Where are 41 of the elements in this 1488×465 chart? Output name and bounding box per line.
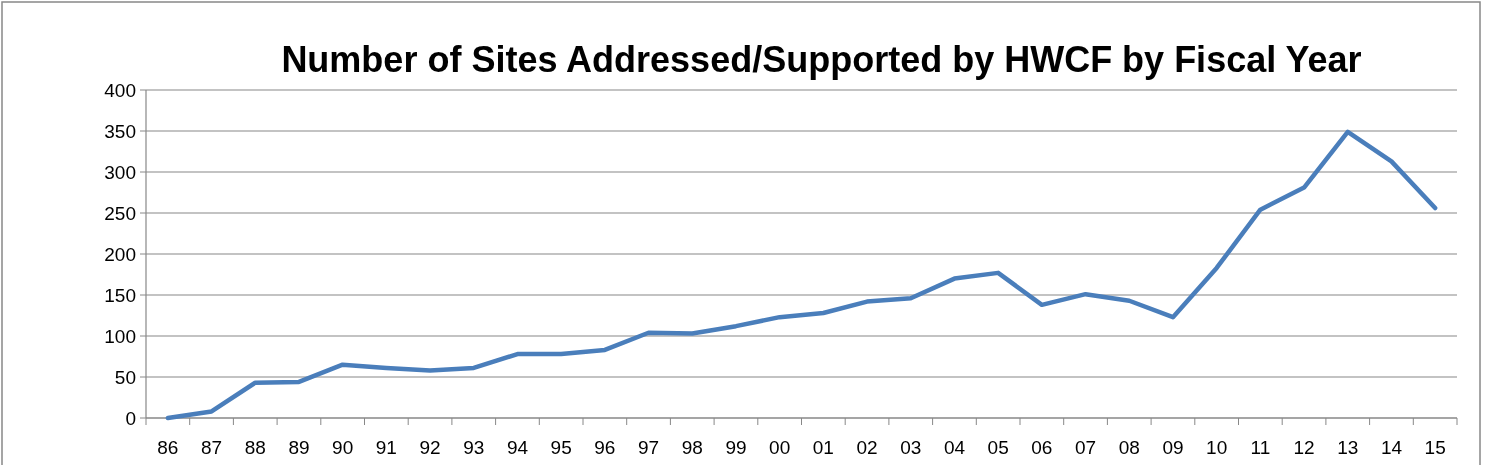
x-tick-label: 88	[244, 437, 266, 458]
x-tick-label: 06	[1031, 437, 1053, 458]
y-tick-label: 350	[104, 120, 136, 142]
x-tick-label: 03	[900, 437, 922, 458]
x-tick-label: 15	[1424, 437, 1446, 458]
x-tick-label: 11	[1250, 437, 1271, 458]
chart-title: Number of Sites Addressed/Supported by HWCF by Fiscal Year	[281, 39, 1362, 80]
y-tick-label: 250	[104, 202, 136, 224]
x-tick-label: 98	[681, 437, 703, 458]
x-tick-label: 09	[1162, 437, 1184, 458]
x-tick-label: 90	[332, 437, 354, 458]
x-tick-label: 87	[200, 437, 223, 458]
x-tick-label: 08	[1118, 437, 1140, 458]
x-tick-label: 86	[157, 437, 179, 458]
x-tick-label: 14	[1380, 437, 1403, 458]
y-tick-label: 0	[125, 407, 136, 429]
y-tick-label: 300	[104, 161, 136, 183]
y-tick-label: 150	[104, 284, 136, 306]
y-tick-label: 200	[104, 243, 136, 265]
x-tick-label: 07	[1074, 437, 1097, 458]
x-tick-label: 10	[1206, 437, 1228, 458]
x-tick-label: 95	[550, 437, 572, 458]
x-tick-label: 13	[1337, 437, 1359, 458]
x-tick-label: 99	[725, 437, 747, 458]
x-tick-label: 92	[419, 437, 441, 458]
x-tick-label: 00	[769, 437, 791, 458]
line-series	[165, 129, 1438, 421]
y-tick-label: 400	[104, 79, 136, 101]
y-tick-label: 100	[104, 325, 136, 347]
x-tick-label: 12	[1293, 437, 1315, 458]
x-tick-label: 02	[856, 437, 878, 458]
x-tick-label: 96	[594, 437, 616, 458]
x-tick-label: 94	[506, 437, 529, 458]
x-tick-label: 04	[943, 437, 966, 458]
x-tick-label: 97	[637, 437, 660, 458]
y-tick-label: 50	[114, 366, 136, 388]
x-tick-label: 05	[987, 437, 1009, 458]
x-tick-label: 89	[288, 437, 310, 458]
x-tick-label: 01	[812, 437, 834, 458]
x-tick-label: 93	[463, 437, 485, 458]
x-tick-label: 91	[375, 437, 397, 458]
